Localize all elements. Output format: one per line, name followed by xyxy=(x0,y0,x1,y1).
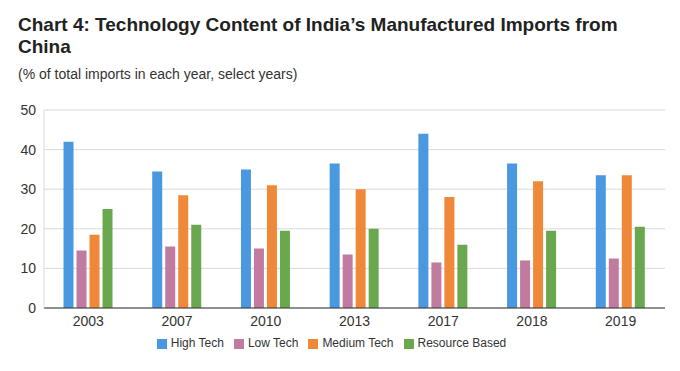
svg-text:0: 0 xyxy=(28,300,36,316)
svg-text:2003: 2003 xyxy=(73,313,104,329)
html-text:Resource Based: Resource Based xyxy=(417,336,507,350)
svg-text:2007: 2007 xyxy=(161,313,192,329)
html-text:(% of total imports in each ye: (% of total imports in each year, select… xyxy=(18,66,298,82)
svg-text:30: 30 xyxy=(20,181,36,197)
svg-text:20: 20 xyxy=(20,221,36,237)
svg-text:2017: 2017 xyxy=(428,313,459,329)
svg-text:2013: 2013 xyxy=(339,313,370,329)
svg-text:40: 40 xyxy=(20,142,36,158)
svg-text:50: 50 xyxy=(20,102,36,118)
svg-text:2019: 2019 xyxy=(605,313,636,329)
html-text:Medium Tech: Medium Tech xyxy=(322,336,394,350)
svg-text:10: 10 xyxy=(20,260,36,276)
svg-text:2010: 2010 xyxy=(250,313,281,329)
html-text:High Tech: High Tech xyxy=(170,336,224,350)
html-text:Low Tech: Low Tech xyxy=(247,336,299,350)
html-text:Chart 4: Technology Content of: Chart 4: Technology Content of India’s M… xyxy=(18,14,618,57)
svg-text:2018: 2018 xyxy=(516,313,547,329)
